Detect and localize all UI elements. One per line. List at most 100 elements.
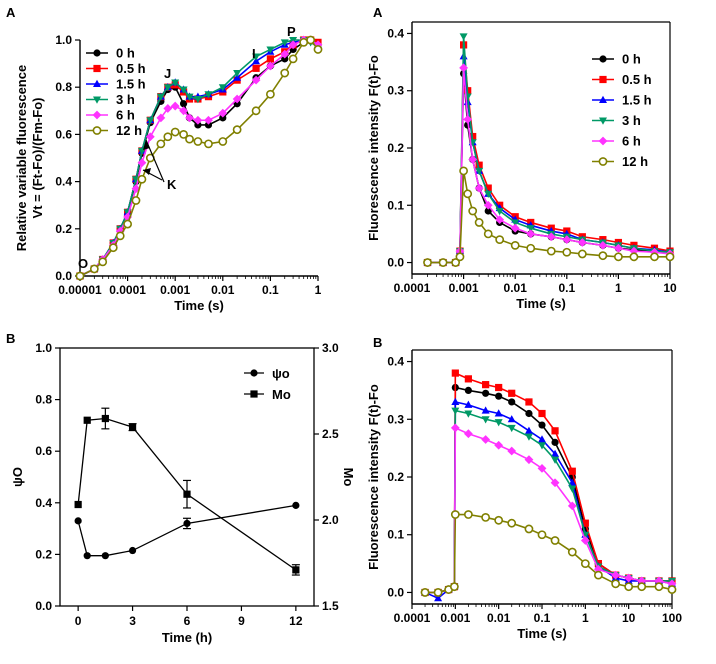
data-point — [526, 229, 536, 239]
data-point — [185, 113, 194, 123]
legend-marker — [93, 64, 101, 73]
y-tick-label: 0.1 — [387, 528, 404, 542]
legend-marker — [92, 126, 102, 135]
data-point — [451, 407, 460, 415]
data-point — [580, 536, 590, 545]
data-point — [525, 409, 533, 418]
series-line-05h — [425, 371, 672, 594]
data-point — [219, 114, 227, 122]
series-line-3h — [425, 409, 672, 594]
data-point — [459, 166, 468, 176]
data-point — [495, 235, 505, 245]
data-point — [218, 84, 227, 92]
data-point — [131, 184, 141, 194]
data-point — [463, 429, 473, 439]
data-point — [494, 409, 503, 417]
panel-label: A — [373, 5, 383, 20]
data-point — [562, 235, 572, 245]
legend-label: 1.5 h — [622, 93, 652, 108]
y-tick-label: 0.2 — [387, 470, 404, 484]
x-tick-label: 0.001 — [160, 283, 190, 297]
legend-label: 12 h — [116, 123, 142, 138]
legend-label: 12 h — [622, 154, 648, 169]
data-point — [567, 547, 577, 557]
data-point — [577, 249, 587, 259]
data-point — [204, 139, 213, 149]
data-point — [183, 490, 191, 498]
data-point — [551, 427, 559, 435]
data-point — [179, 106, 188, 116]
data-point — [193, 115, 203, 125]
arrowhead — [143, 140, 150, 150]
data-point — [265, 89, 275, 99]
y-axis-label: ψO — [10, 467, 25, 487]
data-point — [115, 231, 125, 241]
y-tick-label: 0.2 — [55, 222, 72, 236]
data-point — [451, 397, 460, 405]
y-tick-label: 0.8 — [35, 393, 52, 407]
data-point — [611, 570, 621, 580]
data-point — [567, 501, 577, 511]
data-point — [193, 137, 203, 146]
data-point — [83, 416, 91, 424]
y-tick-label: 0.4 — [387, 26, 404, 40]
data-point — [449, 582, 459, 592]
data-point — [550, 478, 560, 488]
legend-marker — [93, 79, 101, 87]
data-point — [581, 519, 589, 527]
data-point — [507, 518, 517, 528]
legend-marker — [93, 49, 101, 57]
x-tick-label: 12 — [289, 614, 303, 628]
data-point — [280, 39, 289, 47]
x-tick-label: 1 — [315, 283, 322, 297]
annotation-I: I — [252, 46, 256, 61]
data-point — [156, 113, 166, 123]
data-point — [146, 117, 155, 125]
data-point — [313, 40, 323, 50]
panel-label: A — [6, 5, 16, 20]
data-point — [474, 183, 484, 193]
legend-marker — [598, 157, 608, 166]
data-point — [654, 582, 664, 592]
data-point — [482, 381, 490, 389]
x-axis-label: Time (h) — [162, 630, 212, 645]
y2-axis-label: Mo — [341, 468, 356, 487]
data-point — [551, 456, 560, 464]
data-point — [438, 258, 448, 267]
data-point — [580, 559, 590, 568]
data-point — [524, 426, 533, 434]
y2-tick-label: 3.0 — [322, 341, 339, 355]
data-point — [537, 463, 547, 473]
data-point — [101, 552, 109, 560]
panel-top-left: 0.00001 0.0001 0.001 0.01 0.1 1 0.0 0.2 0.4 0.6 0.… — [6, 5, 323, 313]
y2-tick-label: 1.5 — [322, 599, 339, 613]
data-point — [194, 121, 202, 129]
data-point — [170, 101, 180, 111]
x-tick-label: 0.0001 — [394, 611, 431, 625]
data-point — [510, 223, 520, 233]
legend-marker — [598, 136, 608, 146]
data-point — [420, 588, 430, 597]
x-tick-label: 0.001 — [449, 281, 479, 295]
x-tick-label: 6 — [184, 614, 191, 628]
y-tick-label: 0.4 — [55, 175, 72, 189]
data-point — [482, 389, 490, 397]
data-point — [495, 383, 503, 392]
x-tick-label: 0.00001 — [58, 283, 102, 297]
data-point — [481, 513, 491, 522]
data-point — [137, 158, 147, 168]
data-point — [614, 243, 623, 253]
panel-label: B — [373, 335, 382, 350]
data-point — [624, 573, 634, 583]
data-point — [128, 546, 137, 555]
legend-label: Mo — [272, 387, 291, 402]
data-point — [306, 35, 316, 45]
data-point — [292, 566, 300, 574]
panel-bottom-left: B 0 3 6 9 12 0.0 0.2 0.4 0.6 0.8 1.0 1.5 2.0 2.5 3.0 Tim… — [6, 331, 356, 645]
data-point — [75, 271, 85, 281]
data-point — [511, 219, 520, 227]
y-tick-label: 0.0 — [387, 256, 404, 270]
y2-tick-label: 2.5 — [322, 427, 339, 441]
legend-label: 0 h — [116, 46, 135, 61]
data-point — [624, 582, 634, 592]
